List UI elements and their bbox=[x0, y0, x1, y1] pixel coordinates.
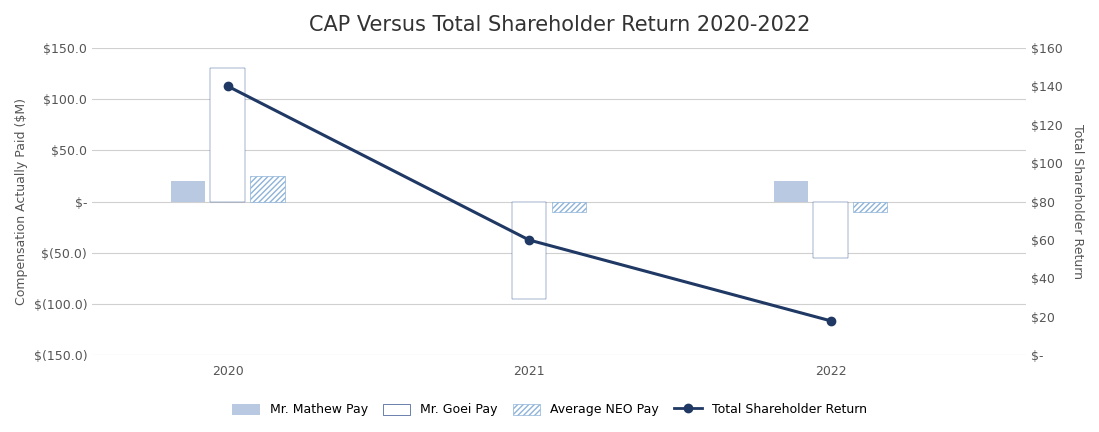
Y-axis label: Compensation Actually Paid ($M): Compensation Actually Paid ($M) bbox=[15, 98, 27, 305]
Y-axis label: Total Shareholder Return: Total Shareholder Return bbox=[1072, 124, 1084, 279]
Bar bbox=[853, 202, 888, 212]
Bar bbox=[211, 68, 245, 202]
Bar bbox=[552, 202, 586, 212]
Bar bbox=[251, 176, 285, 202]
Bar bbox=[170, 181, 206, 202]
Legend: Mr. Mathew Pay, Mr. Goei Pay, Average NEO Pay, Total Shareholder Return: Mr. Mathew Pay, Mr. Goei Pay, Average NE… bbox=[227, 398, 872, 422]
Bar bbox=[512, 202, 546, 299]
Bar bbox=[512, 202, 546, 299]
Bar bbox=[813, 202, 847, 258]
Bar bbox=[813, 202, 847, 258]
Title: CAP Versus Total Shareholder Return 2020-2022: CAP Versus Total Shareholder Return 2020… bbox=[309, 15, 810, 35]
Bar bbox=[211, 68, 245, 202]
Bar bbox=[774, 181, 808, 202]
